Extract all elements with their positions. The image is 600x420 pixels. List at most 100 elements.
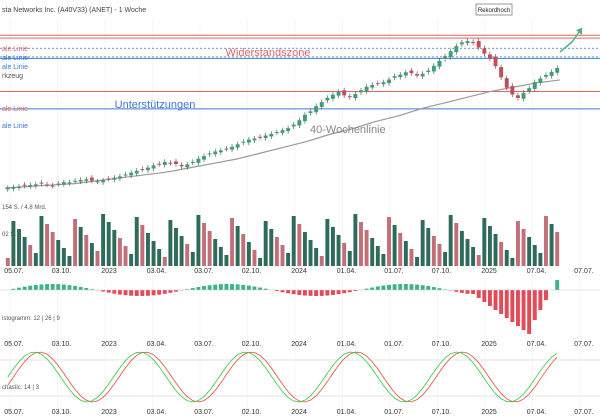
macd-bar [510,290,515,322]
volume-bar [241,234,246,266]
macd-bar [297,290,302,295]
candle-body [89,177,94,181]
macd-bar [286,290,291,294]
candle-body [84,179,89,181]
candle-body [78,180,83,182]
x-tick-label: 2025 [481,341,497,348]
volume-bar [235,226,240,266]
x-tick-label: 03.04. [147,409,167,416]
macd-bar [84,287,89,290]
macd-bar [527,290,532,334]
candle-body [168,162,173,164]
x-tick-label: 02.10. [242,268,262,275]
macd-bar [493,290,498,310]
volume-bar [22,237,27,266]
volume-bar [95,251,100,266]
candle-body [387,79,391,84]
x-tick-label: 07.04. [527,409,547,416]
x-tick-label: 2023 [101,409,117,416]
trend-arrow [559,27,583,53]
candle-body [61,182,66,185]
volume-bar [179,236,184,266]
candle-body [443,56,448,60]
candle-body [45,184,50,186]
candle-body [493,56,498,67]
candle-body [398,74,403,78]
volume-bar [302,232,307,266]
volume-bar [140,225,145,266]
volume-bar [314,248,319,266]
stochastic-label: chastic: 14 | 3 [2,385,40,391]
candle-body [409,70,414,74]
x-labels-layer: 05.07. 03.10. 2023 03.04. 03.07. 02.10. 2024 01… [4,268,594,416]
volume-bar [202,223,206,266]
volume-bar [381,254,386,266]
macd-bar [454,290,459,292]
candle-body [269,133,274,137]
candle-body [375,83,380,85]
macd-bar [190,288,195,290]
candle-body [482,48,487,54]
candle-body [499,67,504,78]
candle-body [353,94,358,99]
macd-bar [134,290,139,296]
x-tick-label: 03.04. [147,341,167,348]
volume-bar [471,247,476,266]
volume-bar [5,258,10,266]
volume-bar [420,220,425,266]
x-tick-label: 03.07. [194,268,214,275]
macd-bar [471,290,476,294]
ma40-label: 40-Wochenlinie [310,124,386,136]
volume-bar [78,227,83,266]
hline-label-3: ale Linie [2,64,28,71]
candle-body [291,124,296,127]
x-tick-label: 02.10. [242,341,262,348]
macd-bar [308,290,313,296]
candle-body [134,170,139,174]
candle-body [302,114,307,122]
candle-body [117,176,122,179]
candle-body [129,172,134,176]
macd-bar [252,286,257,290]
x-tick-label: 07.10. [432,409,452,416]
candle-body [202,156,206,160]
volume-bar [476,255,481,266]
volume-bar [375,246,380,266]
macd-bar [112,290,117,294]
candle-body [336,92,341,96]
candle-body [544,75,548,77]
candle-body [274,132,279,134]
macd-bar [129,290,134,296]
macd-bar [364,288,369,290]
x-tick-label: 01.07. [384,409,404,416]
macd-bar [325,290,330,296]
candle-body [297,120,302,126]
candle-body [527,88,532,92]
candle-body [252,138,257,141]
volume-bar [504,250,509,266]
macd-bar [398,284,403,290]
record-high-box [475,3,513,16]
x-tick-label: 2025 [481,409,497,416]
macd-bar [28,285,33,290]
macd-bar [375,286,380,290]
volume-bar [286,253,291,266]
volume-bar [487,226,492,266]
macd-bar [230,284,235,290]
candle-body [426,70,431,72]
macd-bar [555,280,560,290]
x-tick-label: 01.07. [384,268,404,275]
candle-body [235,144,240,148]
macd-bar [342,290,347,294]
volume-bar [263,221,268,266]
macd-layer [0,280,600,334]
macd-bar [78,286,83,290]
volume-bar [112,230,117,266]
volume-bar [448,215,453,266]
candle-body [112,177,117,180]
candle-body [106,178,111,180]
macd-bar [538,290,543,310]
macd-bar [61,284,66,290]
